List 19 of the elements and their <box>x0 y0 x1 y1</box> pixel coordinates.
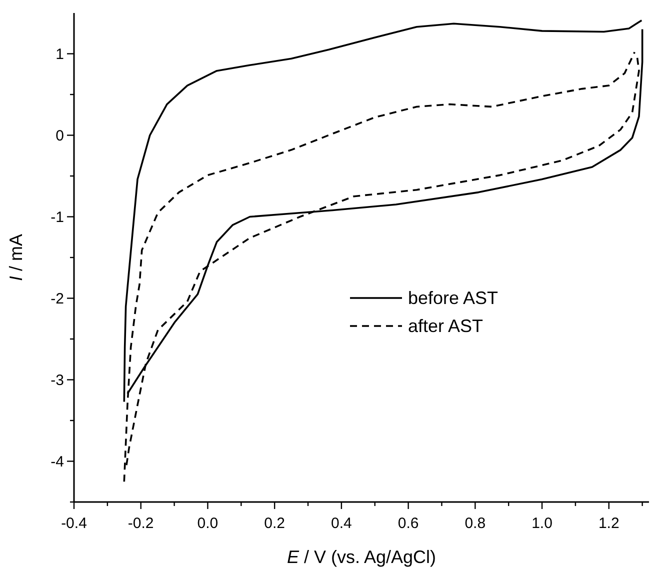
y-tick-label: -2 <box>50 290 64 308</box>
y-tick-label: -1 <box>50 208 64 226</box>
x-tick-label: 1.2 <box>598 515 620 532</box>
x-tick-label: 0.2 <box>264 515 286 532</box>
x-tick-label: 0.4 <box>331 515 352 532</box>
x-tick-label: -0.4 <box>61 515 87 532</box>
y-tick-label: -3 <box>50 372 64 389</box>
y-axis-title: I / mA <box>6 234 26 282</box>
x-tick-label: 0.6 <box>398 515 419 532</box>
legend-label: after AST <box>408 316 484 336</box>
x-tick-label: 0.8 <box>464 515 486 532</box>
x-tick-label: 1.0 <box>532 515 552 532</box>
x-axis-title: E / V (vs. Ag/AgCl) <box>286 547 436 567</box>
legend-label: before AST <box>408 288 498 308</box>
y-tick-label: -4 <box>50 453 64 470</box>
y-tick-label: 0 <box>56 127 64 144</box>
x-tick-label: 0.0 <box>197 515 218 532</box>
x-tick-label: -0.2 <box>128 515 154 532</box>
y-tick-label: 1 <box>56 46 64 63</box>
